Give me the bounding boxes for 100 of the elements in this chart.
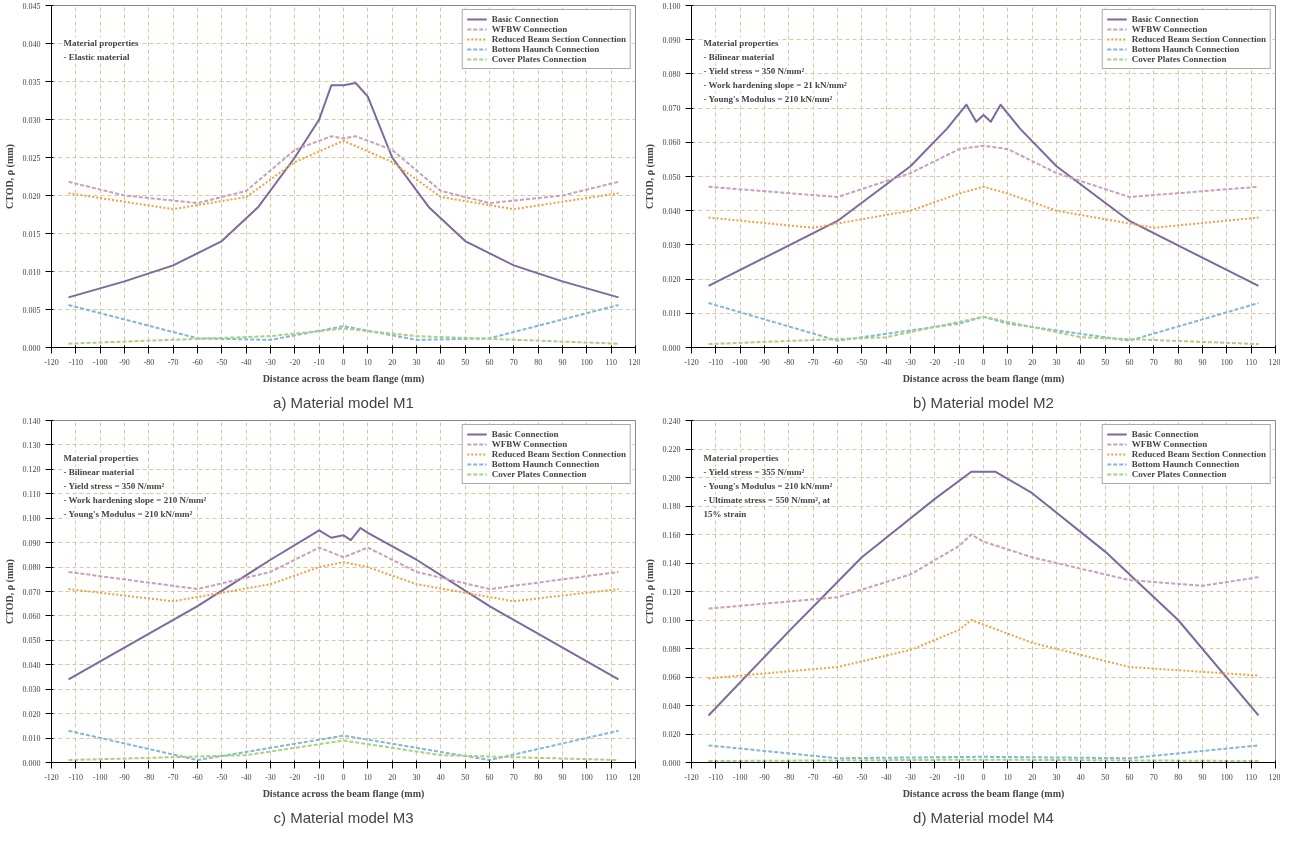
annotation: - Work hardening slope = 210 N/mm² bbox=[63, 494, 207, 505]
legend-label: Bottom Haunch Connection bbox=[491, 459, 600, 469]
annotation: - Young's Modulus = 210 kN/mm² bbox=[703, 480, 833, 491]
x-tick-label: -120 bbox=[44, 357, 59, 367]
x-tick-label: 10 bbox=[363, 357, 372, 367]
x-tick-label: 50 bbox=[1101, 357, 1110, 367]
legend-label: Bottom Haunch Connection bbox=[491, 44, 600, 54]
x-tick-label: -100 bbox=[732, 772, 748, 782]
annotation: Material properties bbox=[63, 452, 140, 463]
x-tick-label: 120 bbox=[1268, 357, 1281, 367]
x-tick-label: -120 bbox=[684, 357, 699, 367]
legend-label: Bottom Haunch Connection bbox=[1131, 44, 1240, 54]
x-tick-label: 10 bbox=[363, 772, 372, 782]
x-tick-label: 40 bbox=[1076, 772, 1085, 782]
x-tick-label: 110 bbox=[1245, 772, 1258, 782]
x-tick-label: -40 bbox=[240, 772, 252, 782]
y-tick-label: 0.160 bbox=[662, 530, 681, 540]
y-tick-label: 0.005 bbox=[22, 305, 41, 315]
y-tick-label: 0.050 bbox=[22, 636, 41, 646]
y-axis-title: CTOD, ρ (mm) bbox=[643, 559, 656, 624]
legend-label: WFBW Connection bbox=[491, 24, 568, 34]
legend-label: WFBW Connection bbox=[1131, 24, 1208, 34]
x-tick-label: -60 bbox=[192, 357, 203, 367]
y-tick-label: 0.060 bbox=[22, 611, 41, 621]
x-tick-label: -50 bbox=[856, 357, 868, 367]
y-tick-label: 0.130 bbox=[22, 440, 41, 450]
y-tick-label: 0.030 bbox=[662, 240, 681, 250]
x-tick-label: -100 bbox=[92, 772, 108, 782]
y-tick-label: 0.140 bbox=[22, 416, 41, 426]
y-tick-label: 0.090 bbox=[662, 35, 681, 45]
y-tick-label: 0.200 bbox=[662, 473, 681, 483]
y-tick-label: 0.070 bbox=[662, 104, 681, 114]
y-tick-label: 0.060 bbox=[662, 138, 681, 148]
annotation: - Young's Modulus = 210 kN/mm² bbox=[703, 93, 833, 104]
x-tick-label: 10 bbox=[1003, 772, 1012, 782]
x-tick-label: 80 bbox=[1174, 772, 1183, 782]
x-tick-label: -10 bbox=[953, 357, 965, 367]
x-tick-label: -40 bbox=[880, 357, 892, 367]
x-tick-label: -20 bbox=[929, 357, 941, 367]
y-tick-label: 0.020 bbox=[22, 709, 41, 719]
x-tick-label: -30 bbox=[265, 357, 276, 367]
x-tick-label: -70 bbox=[167, 357, 179, 367]
y-tick-label: 0.080 bbox=[662, 69, 681, 79]
text: c) Material model M3 bbox=[273, 808, 414, 826]
x-tick-label: -30 bbox=[905, 772, 916, 782]
x-tick-label: 50 bbox=[1101, 772, 1110, 782]
y-tick-label: 0.040 bbox=[662, 206, 681, 216]
x-tick-label: -90 bbox=[759, 357, 770, 367]
x-tick-label: 80 bbox=[1174, 357, 1183, 367]
x-tick-label: 20 bbox=[388, 772, 397, 782]
y-tick-label: 0.040 bbox=[22, 660, 41, 670]
annotation: Material properties bbox=[703, 452, 780, 463]
x-axis-title: Distance across the beam flange (mm) bbox=[902, 787, 1065, 800]
x-tick-label: 30 bbox=[1052, 357, 1061, 367]
y-tick-label: 0.060 bbox=[662, 673, 681, 682]
y-tick-label: 0.000 bbox=[22, 343, 41, 353]
x-tick-label: -20 bbox=[289, 357, 301, 367]
x-tick-label: 0 bbox=[981, 772, 986, 782]
y-axis-title: CTOD, ρ (mm) bbox=[3, 144, 16, 209]
annotation: - Yield stress = 350 N/mm² bbox=[63, 480, 165, 491]
legend-label: Cover Plates Connection bbox=[491, 54, 587, 64]
x-tick-label: -70 bbox=[807, 357, 819, 367]
x-tick-label: -110 bbox=[708, 357, 724, 367]
x-tick-label: -110 bbox=[708, 772, 724, 782]
x-tick-label: 80 bbox=[534, 357, 543, 367]
y-tick-label: 0.000 bbox=[22, 758, 41, 768]
x-tick-label: -30 bbox=[905, 357, 916, 367]
x-tick-label: -20 bbox=[929, 772, 941, 782]
x-tick-label: -70 bbox=[167, 772, 179, 782]
x-tick-label: -80 bbox=[783, 772, 795, 782]
x-tick-label: 20 bbox=[388, 357, 397, 367]
y-tick-label: 0.100 bbox=[662, 616, 681, 625]
legend-label: Cover Plates Connection bbox=[1131, 54, 1227, 64]
legend-label: Basic Connection bbox=[1131, 14, 1199, 24]
x-tick-label: 30 bbox=[412, 772, 421, 782]
x-tick-label: 90 bbox=[558, 357, 567, 367]
y-tick-label: 0.220 bbox=[662, 445, 681, 454]
y-tick-label: 0.080 bbox=[22, 563, 41, 573]
y-tick-label: 0.090 bbox=[22, 538, 41, 548]
y-tick-label: 0.100 bbox=[662, 1, 681, 11]
x-tick-label: 60 bbox=[1125, 357, 1134, 367]
annotation: - Ultimate stress = 550 N/mm², at bbox=[703, 494, 830, 505]
y-tick-label: 0.025 bbox=[22, 153, 41, 163]
x-tick-label: 90 bbox=[1198, 772, 1207, 782]
x-tick-label: -40 bbox=[880, 772, 892, 782]
x-tick-label: 20 bbox=[1028, 772, 1037, 782]
text: a) Material model M1 bbox=[273, 393, 414, 411]
x-tick-label: 70 bbox=[509, 772, 518, 782]
annotation: Material properties bbox=[63, 37, 140, 48]
y-tick-label: 0.030 bbox=[22, 685, 41, 695]
x-tick-label: 110 bbox=[605, 357, 618, 367]
annotation: - Yield stress = 350 N/mm² bbox=[703, 65, 805, 76]
x-tick-label: 60 bbox=[485, 357, 494, 367]
x-tick-label: 100 bbox=[1220, 772, 1233, 782]
y-tick-label: 0.015 bbox=[22, 229, 41, 239]
annotation: 15% strain bbox=[703, 508, 747, 519]
x-tick-label: 50 bbox=[461, 772, 470, 782]
x-tick-label: 110 bbox=[605, 772, 618, 782]
x-tick-label: 0 bbox=[981, 357, 986, 367]
y-tick-label: 0.240 bbox=[662, 416, 681, 426]
